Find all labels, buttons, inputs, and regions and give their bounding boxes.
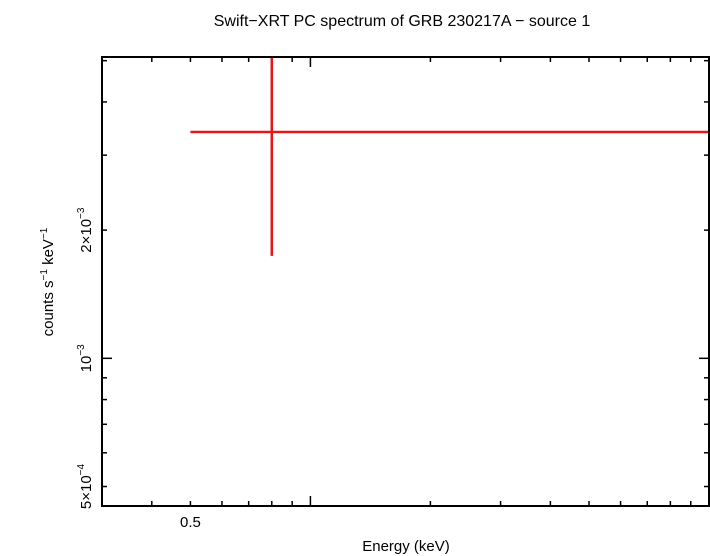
y-label-exp2: −1: [39, 227, 50, 239]
y-label-base: counts s: [40, 280, 57, 336]
axis-ticks: [102, 57, 709, 506]
y-tick-mantissa: 10: [78, 356, 95, 373]
y-tick-label: 5×10−4: [76, 463, 95, 509]
y-tick-label: 10−3: [76, 344, 95, 373]
y-label-exp1: −1: [39, 269, 50, 281]
y-label-mid: keV: [40, 239, 57, 269]
y-axis-label: counts s−1 keV−1: [39, 227, 57, 336]
plot-frame: [101, 56, 710, 507]
y-tick-exponent: −3: [76, 207, 87, 219]
chart-title: Swift−XRT PC spectrum of GRB 230217A − s…: [214, 13, 591, 30]
y-tick-mantissa: 5×10: [78, 475, 95, 509]
x-axis-label: Energy (keV): [362, 538, 450, 555]
x-tick-label: 0.5: [180, 514, 201, 531]
y-tick-label: 2×10−3: [76, 207, 95, 253]
tick-labels: 0.55×10−410−32×10−3: [76, 207, 201, 531]
y-tick-exponent: −4: [76, 463, 87, 475]
y-tick-exponent: −3: [76, 344, 87, 356]
data-marks: [190, 57, 709, 256]
y-tick-mantissa: 2×10: [78, 219, 95, 253]
